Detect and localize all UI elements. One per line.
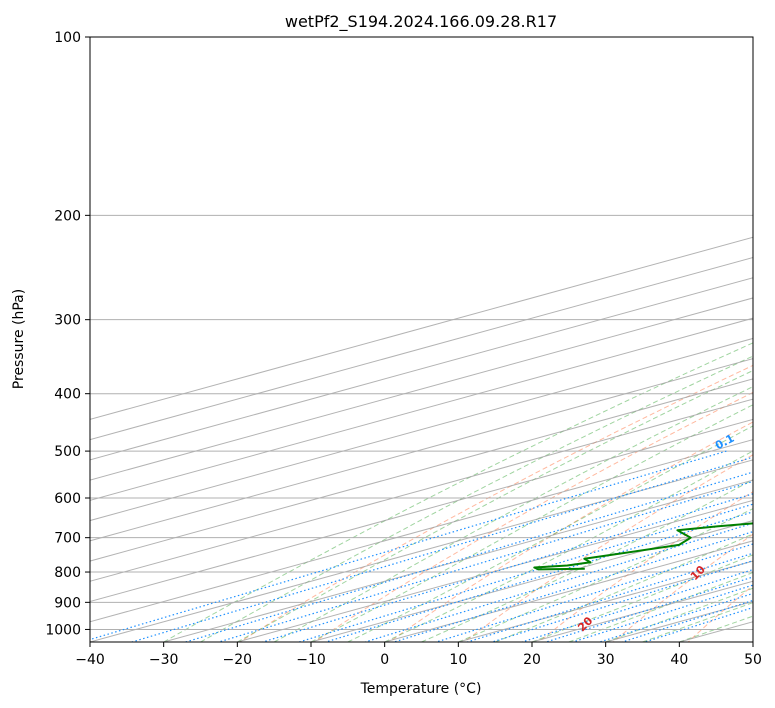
isotherm-line — [90, 378, 753, 562]
isotherm-line — [90, 439, 753, 623]
mixing-ratio-line — [90, 450, 727, 641]
isotherm-line — [163, 479, 753, 642]
dry-adiabat — [761, 37, 775, 644]
dry-adiabat — [238, 364, 753, 642]
x-tick-label: −20 — [223, 652, 253, 668]
mixing-ratio-line — [323, 511, 753, 642]
x-tick-label: 10 — [449, 652, 467, 668]
isotherm-line — [90, 418, 753, 603]
x-tick-label: −10 — [296, 652, 326, 668]
y-tick-label: 700 — [54, 531, 81, 547]
isotherm-label: 20 — [575, 614, 595, 634]
moist-adiabat — [237, 369, 753, 642]
x-tick-label: 0 — [380, 652, 389, 668]
mixing-ratio-line — [260, 493, 753, 642]
isotherm-line — [384, 540, 753, 642]
plot-frame — [89, 36, 754, 643]
moist-adiabat — [273, 386, 753, 642]
mixing-ratio-line — [297, 503, 753, 642]
mixing-ratio-line — [520, 568, 753, 642]
x-tick-label: −40 — [75, 652, 105, 668]
mixing-ratio-line — [597, 592, 753, 642]
y-tick-label: 100 — [54, 30, 81, 46]
chart-title: wetPf2_S194.2024.166.09.28.R17 — [285, 12, 557, 32]
mixing-ratio-line — [363, 522, 753, 642]
moist-adiabat — [642, 602, 753, 642]
mixing-ratio-label: 0.2 — [760, 432, 775, 453]
y-tick-label: 800 — [54, 565, 81, 581]
dry-adiabat — [463, 454, 753, 642]
x-axis-label: Temperature (°C) — [360, 681, 482, 697]
x-tick-label: 50 — [744, 652, 762, 668]
isotherm-line — [90, 398, 753, 582]
moist-adiabat — [200, 355, 753, 642]
isotherm-line — [90, 256, 753, 441]
moist-adiabat — [495, 533, 753, 642]
mixing-ratio-line — [129, 456, 753, 642]
moist-adiabat — [421, 479, 753, 642]
isotherm-line — [237, 499, 753, 642]
y-tick-label: 500 — [54, 444, 81, 460]
x-tick-label: −30 — [149, 652, 179, 668]
moist-adiabat — [605, 587, 753, 642]
y-tick-label: 600 — [54, 491, 81, 507]
isotherm-line — [458, 560, 753, 642]
mixing-ratio-line — [570, 584, 753, 642]
isotherm-line — [90, 317, 753, 501]
isotherm-line — [90, 236, 753, 420]
mixing-ratio-line — [643, 606, 753, 642]
isotherm-line — [310, 520, 753, 642]
moist-adiabat — [163, 342, 753, 642]
isotherm-line — [752, 641, 753, 642]
x-tick-label: 30 — [597, 652, 615, 668]
y-tick-label: 900 — [54, 595, 81, 611]
mixing-ratio-line — [465, 552, 753, 642]
y-tick-label: 400 — [54, 387, 81, 403]
moist-adiabat — [310, 404, 753, 642]
moist-adiabat — [384, 450, 753, 642]
isotherm-line — [679, 621, 753, 642]
dewpoint-line — [533, 522, 753, 571]
dry-adiabat — [687, 584, 753, 642]
isotherm-line — [90, 277, 753, 461]
isotherm-line — [90, 297, 753, 481]
isotherm-line — [90, 459, 753, 642]
isotherm-line — [90, 337, 753, 522]
mixing-ratio-line — [216, 480, 753, 642]
mixing-ratio-label: 0.1 — [713, 432, 736, 453]
x-tick-label: 20 — [523, 652, 541, 668]
x-tick-label: 40 — [670, 652, 688, 668]
mixing-ratio-line — [434, 543, 753, 642]
y-tick-label: 300 — [54, 313, 81, 329]
y-tick-label: 1000 — [45, 622, 81, 638]
y-axis-label: Pressure (hPa) — [11, 289, 27, 389]
y-tick-label: 200 — [54, 208, 81, 224]
dry-adiabat — [388, 421, 753, 642]
